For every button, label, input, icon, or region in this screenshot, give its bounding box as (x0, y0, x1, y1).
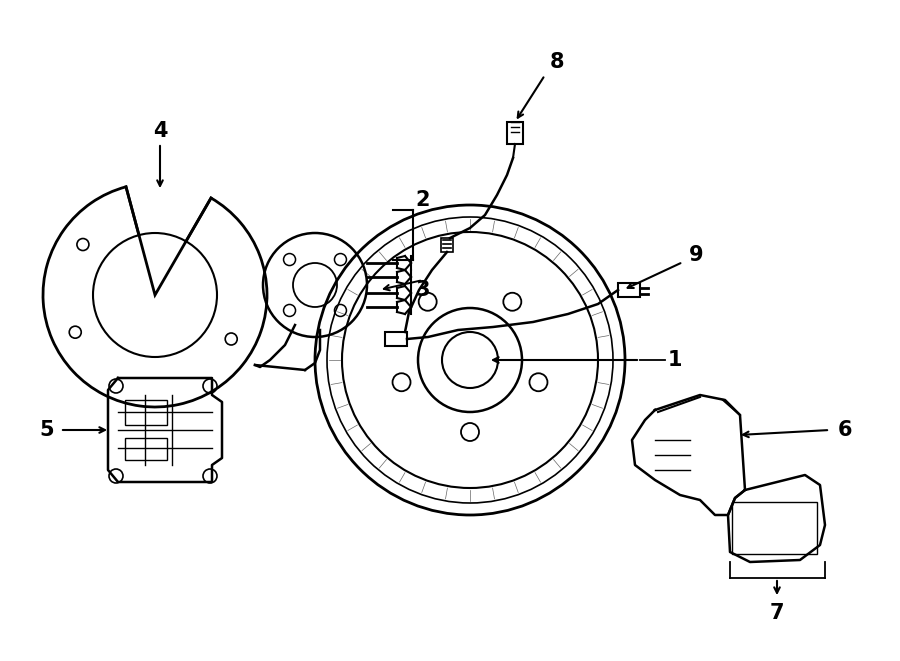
Bar (125, 438, 167, 460)
Bar (385, 332, 407, 346)
Bar (125, 400, 167, 425)
Bar (441, 238, 453, 252)
Text: 8: 8 (550, 52, 564, 72)
Text: 6: 6 (838, 420, 852, 440)
Text: 7: 7 (770, 603, 784, 623)
Text: 3: 3 (416, 280, 430, 300)
Text: 9: 9 (688, 245, 703, 265)
Text: 4: 4 (153, 121, 167, 141)
Text: 1: 1 (668, 350, 682, 370)
Bar (507, 122, 523, 144)
Text: 5: 5 (40, 420, 54, 440)
Text: 2: 2 (416, 190, 430, 210)
Bar (732, 502, 817, 554)
Bar (618, 283, 640, 297)
